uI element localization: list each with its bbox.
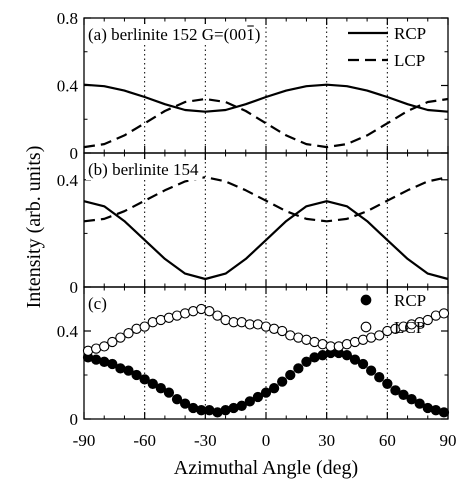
series-line-rcp: [83, 83, 449, 113]
data-point-rcp: [277, 376, 288, 387]
data-point-rcp: [139, 374, 150, 385]
y-tick-label: 0: [70, 278, 79, 297]
series-line-lcp: [83, 176, 449, 223]
data-point-rcp: [349, 354, 361, 365]
data-point-rcp: [268, 383, 280, 394]
data-point-lcp: [374, 330, 385, 341]
data-point-rcp: [366, 365, 377, 376]
x-tick-label: -90: [73, 431, 96, 450]
x-tick-label: 90: [440, 431, 457, 450]
data-point-rcp: [406, 394, 417, 405]
panel-label-close: ): [255, 25, 261, 44]
data-point-lcp: [204, 306, 215, 317]
data-point-lcp: [123, 328, 134, 339]
legend-marker-lcp: [360, 321, 372, 333]
data-point-rcp: [390, 385, 401, 396]
data-point-lcp: [438, 308, 450, 319]
data-point-rcp: [179, 398, 191, 409]
panel-label-bg: [86, 293, 111, 314]
data-point-rcp: [252, 391, 264, 403]
data-point-rcp: [244, 396, 255, 407]
data-point-rcp: [260, 387, 272, 398]
data-point-rcp: [374, 372, 385, 383]
x-axis-label: Azimuthal Angle (deg): [174, 457, 358, 479]
data-point-rcp: [123, 365, 134, 376]
y-tick-label: 0.8: [57, 9, 78, 28]
y-tick-label: 0.4: [57, 322, 79, 341]
data-point-rcp: [301, 356, 312, 367]
y-axis-label: Intensity (arb. units): [23, 146, 45, 309]
y-tick-label: 0: [70, 410, 79, 429]
panel-label: (c): [88, 294, 107, 313]
data-point-rcp: [155, 383, 166, 394]
panel-a: 0 0.4 0.8 (a) berlinite 152 G=(00 1) RCP LCP: [57, 9, 449, 163]
data-point-rcp: [107, 358, 118, 370]
legend-label: LCP: [394, 51, 425, 70]
series-line-rcp: [83, 200, 449, 281]
panel-c: 0 0.4 (c) RCP LCP: [57, 286, 450, 429]
data-point-lcp: [107, 336, 118, 348]
x-tick-label: 60: [379, 431, 396, 450]
panel-label-bg: [86, 159, 203, 180]
x-tick-label: 30: [318, 431, 335, 450]
data-point-lcp: [277, 325, 288, 337]
data-point-rcp: [285, 369, 296, 381]
x-tick-label: 0: [262, 431, 271, 450]
panel-label: (b) berlinite 154: [88, 160, 199, 179]
data-point-lcp: [115, 332, 126, 343]
data-point-lcp: [99, 341, 110, 352]
y-tick-label: 0.4: [57, 77, 79, 96]
data-point-rcp: [398, 389, 409, 400]
panel-label-bg: [86, 24, 263, 45]
data-point-lcp: [422, 314, 433, 326]
legend-marker-rcp: [360, 294, 372, 306]
data-point-rcp: [438, 407, 450, 418]
legend-label: RCP: [394, 291, 426, 310]
y-tick-label: 0: [70, 144, 79, 163]
x-tick-label: -60: [133, 431, 156, 450]
data-point-lcp: [212, 310, 223, 321]
x-tick-label: -30: [194, 431, 217, 450]
data-point-lcp: [139, 321, 150, 332]
legend-label: RCP: [394, 24, 426, 43]
data-point-rcp: [357, 358, 369, 370]
data-point-rcp: [414, 398, 425, 409]
data-point-rcp: [382, 378, 393, 389]
y-tick-label: 0.4: [57, 171, 79, 190]
data-point-rcp: [341, 350, 353, 361]
data-point-rcp: [147, 378, 158, 389]
panels: 00.40.8(a) berlinite 152 G=(00 1) RCPLCP00…: [57, 9, 457, 450]
data-point-rcp: [236, 400, 247, 411]
panel-label: (a) berlinite 152 G=(00: [88, 25, 246, 44]
panel-label-overbar-digit: 1: [246, 25, 255, 44]
panel-b: 0 0.4 (b) berlinite 154: [57, 152, 449, 297]
data-point-rcp: [131, 369, 142, 381]
data-point-rcp: [293, 363, 304, 374]
series-line-lcp: [83, 97, 449, 149]
legend-label: LCP: [394, 318, 425, 337]
data-point-rcp: [171, 394, 183, 405]
data-point-rcp: [163, 387, 175, 398]
